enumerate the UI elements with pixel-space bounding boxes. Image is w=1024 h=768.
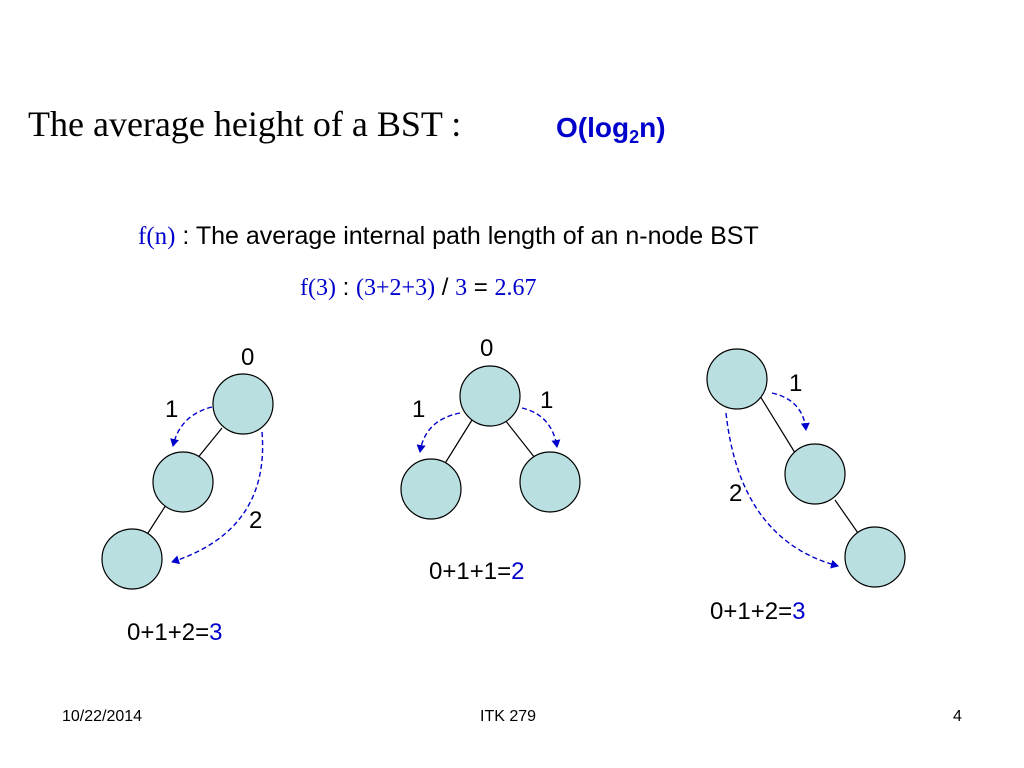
example-equals: = — [467, 274, 495, 301]
big-o-prefix: O(log — [556, 112, 630, 143]
tree3-sum-result: 3 — [792, 598, 806, 625]
tree2-arrow-right — [521, 407, 561, 448]
definition-line: f(n) : The average internal path length … — [138, 222, 759, 251]
tree3-root-node — [706, 348, 768, 410]
tree1-edge-root-mid — [195, 427, 223, 461]
tree1-sum: 0+1+2=3 — [127, 619, 222, 647]
tree2-sum: 0+1+1=2 — [429, 558, 524, 586]
tree2-sum-prefix: 0+1+1= — [429, 558, 512, 585]
example-term: f(3) — [300, 275, 336, 301]
big-o-suffix: n) — [639, 112, 666, 143]
tree3-sum: 0+1+2=3 — [710, 598, 805, 626]
tree2-arrow-left — [416, 412, 461, 453]
example-result: 2.67 — [494, 275, 537, 301]
definition-separator: : — [175, 222, 196, 250]
tree1-edge-mid-leaf — [147, 504, 167, 534]
tree3-sum-prefix: 0+1+2= — [710, 598, 793, 625]
tree3-arrow-depth1 — [771, 392, 810, 431]
tree1-leaf-node — [101, 528, 163, 590]
definition-term: f(n) — [138, 223, 176, 250]
definition-text: The average internal path length of an n… — [195, 222, 759, 250]
footer-course: ITK 279 — [480, 708, 537, 725]
tree1-arrow-depth1 — [170, 406, 213, 447]
example-division: / — [435, 274, 456, 301]
example-separator: : — [335, 274, 356, 301]
footer-date: 10/22/2014 — [62, 708, 143, 725]
tree3-edge-mid-leaf — [834, 499, 859, 534]
tree-middle-balanced — [400, 365, 581, 520]
tree2-edge-root-right — [504, 419, 536, 459]
tree1-label-depth1: 1 — [165, 396, 179, 423]
example-expression: (3+2+3) — [356, 275, 436, 301]
tree3-label-depth1: 1 — [789, 370, 803, 397]
tree2-left-node — [400, 458, 462, 520]
tree3-edge-root-mid — [759, 395, 798, 457]
tree2-right-node — [519, 451, 581, 513]
example-line: f(3) : (3+2+3) / 3 = 2.67 — [300, 274, 536, 302]
tree1-sum-result: 3 — [209, 619, 223, 646]
tree3-arrow-depth2 — [725, 412, 839, 569]
tree1-root-node — [212, 373, 274, 435]
tree2-sum-result: 2 — [511, 558, 525, 585]
tree1-sum-prefix: 0+1+2= — [127, 619, 210, 646]
tree1-middle-node — [152, 451, 214, 513]
tree2-label-right-depth1: 1 — [540, 387, 554, 414]
tree3-label-depth2: 2 — [729, 480, 743, 507]
example-divisor: 3 — [455, 275, 468, 301]
tree2-label-left-depth1: 1 — [412, 396, 426, 423]
tree-left-chain — [101, 373, 274, 590]
footer-page-number: 4 — [953, 708, 962, 725]
tree3-leaf-node — [844, 526, 906, 588]
big-o-subscript: 2 — [629, 127, 640, 147]
tree-right-chain — [706, 348, 906, 588]
tree2-root-node — [459, 365, 521, 427]
slide-title: The average height of a BST : — [28, 104, 462, 144]
tree2-label-depth0: 0 — [480, 335, 494, 362]
tree3-middle-node — [784, 443, 846, 505]
big-o-expression: O(log2n) — [556, 112, 666, 148]
tree1-label-depth0: 0 — [241, 344, 255, 371]
tree2-edge-root-left — [443, 419, 473, 466]
tree1-label-depth2: 2 — [249, 507, 263, 534]
